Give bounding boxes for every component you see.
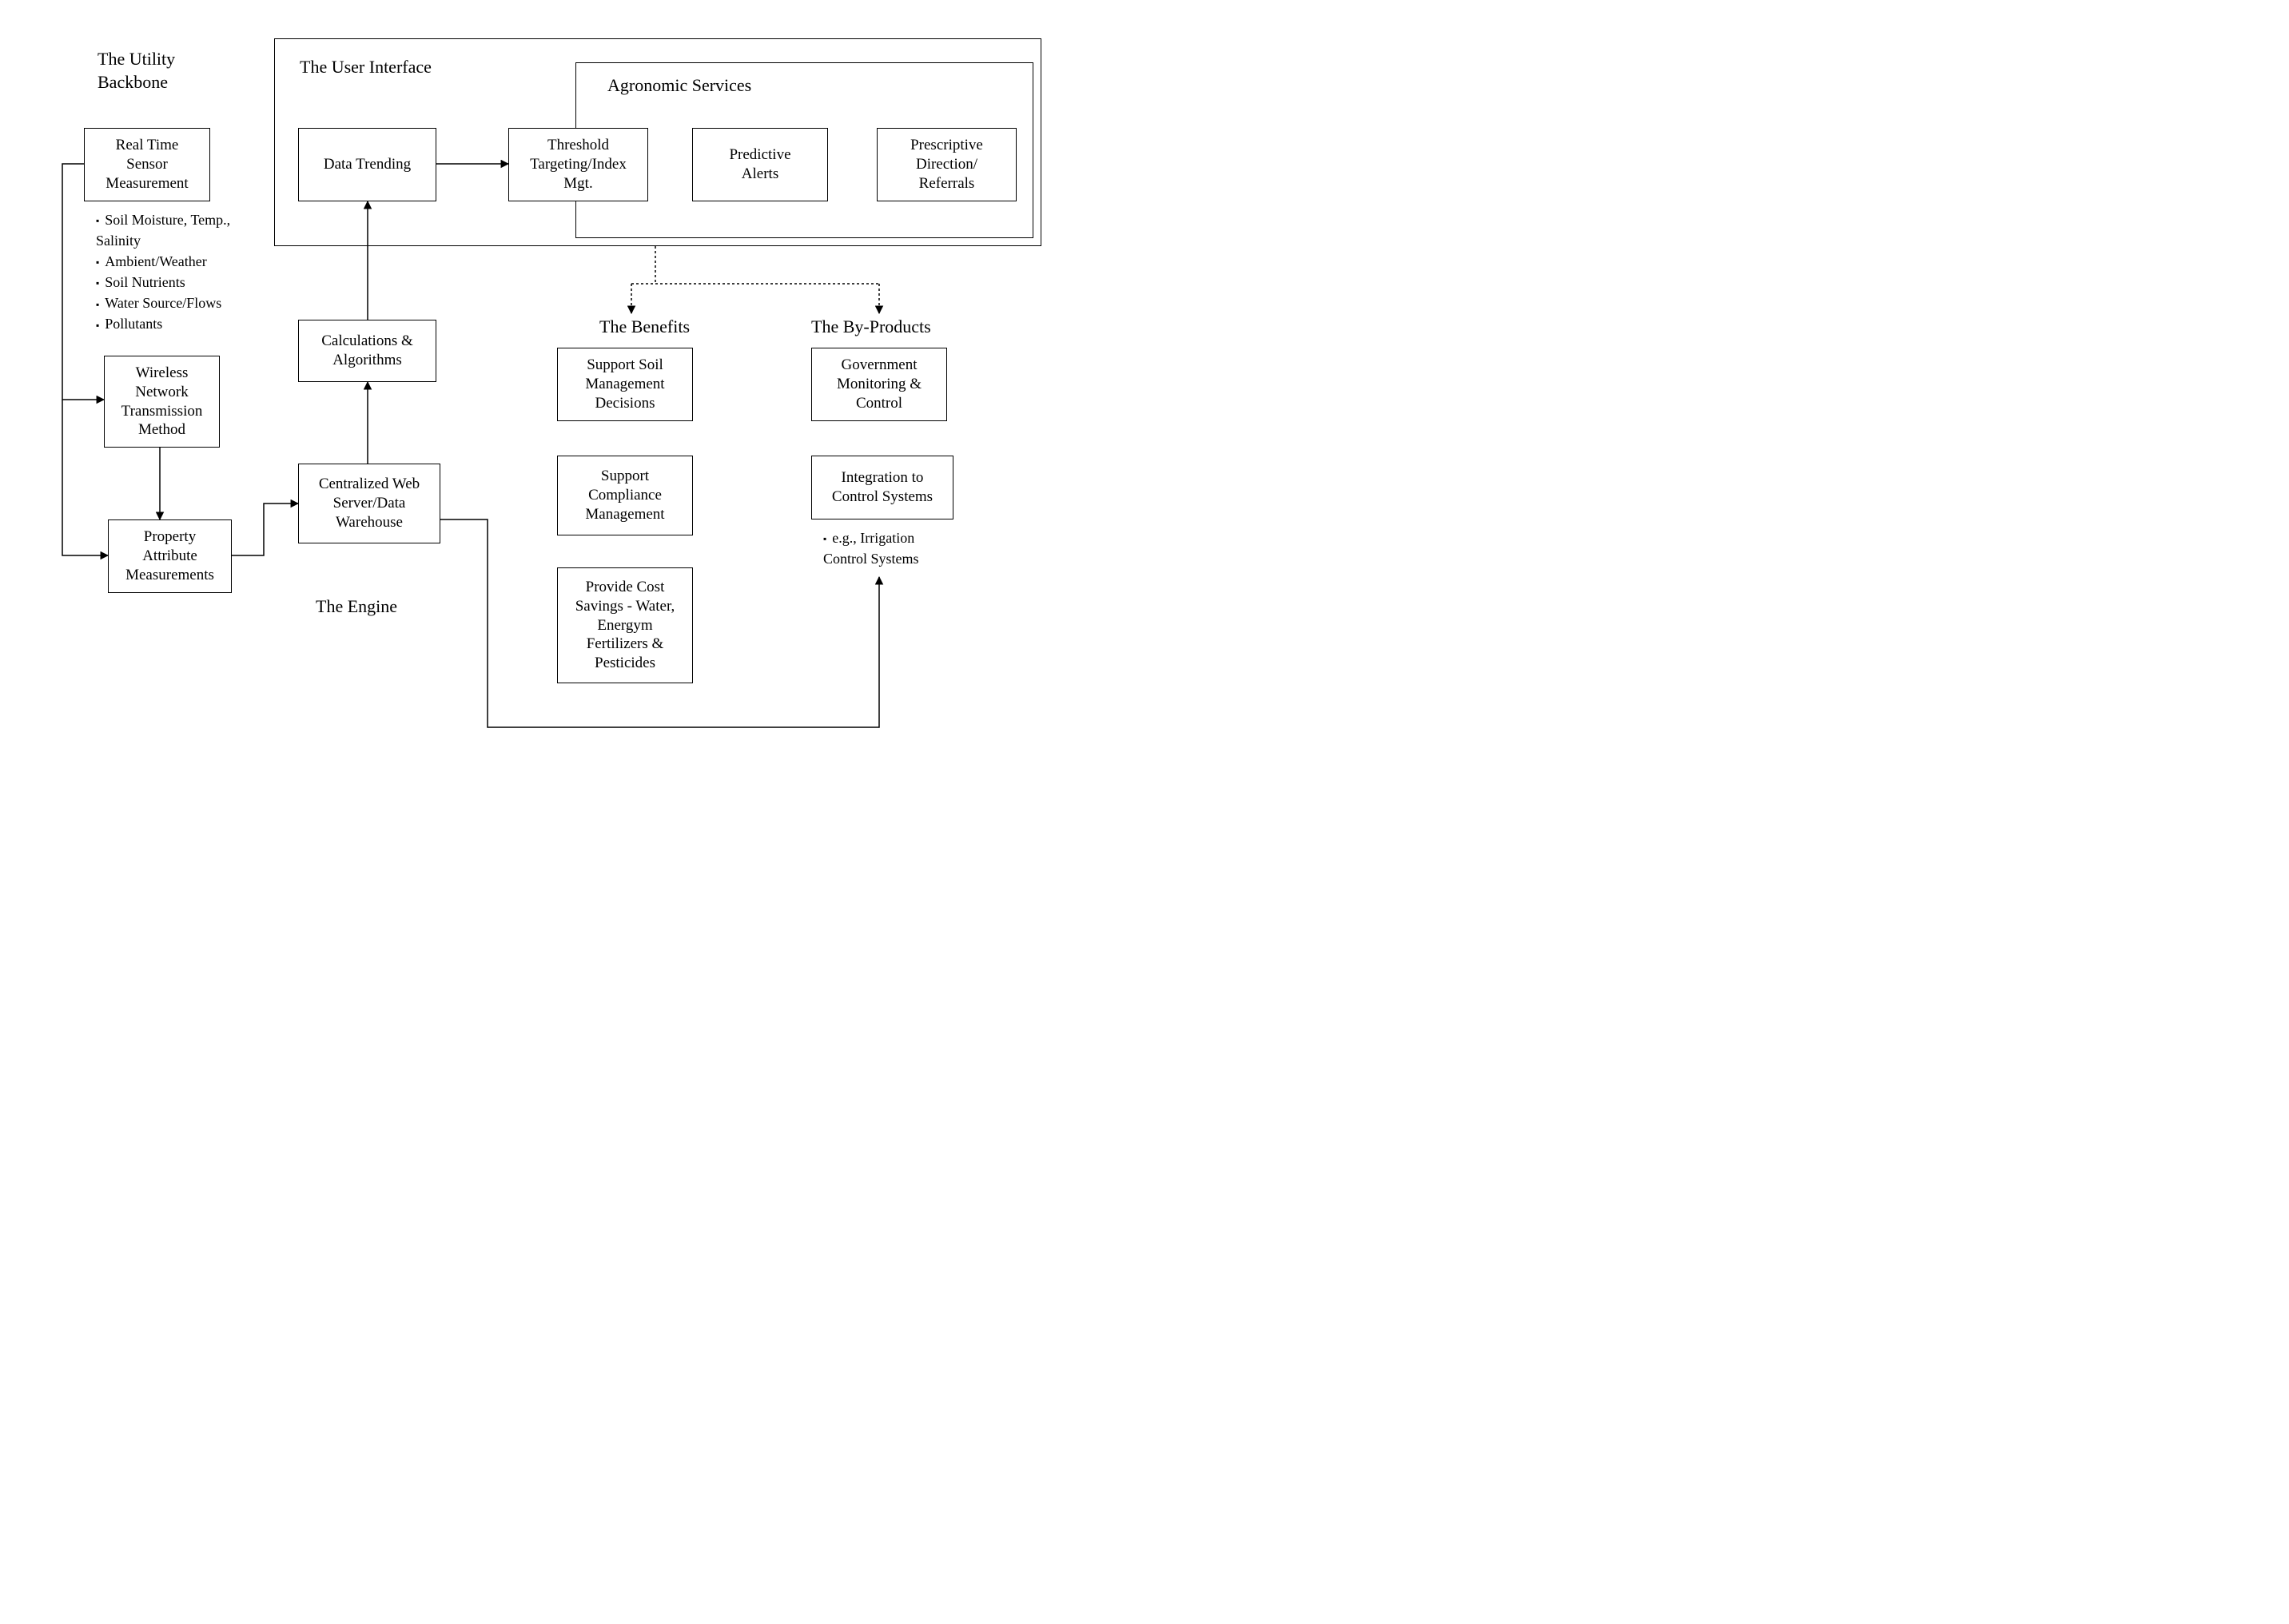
user-interface-heading: The User Interface — [300, 56, 432, 79]
wireless-box: Wireless Network Transmission Method — [104, 356, 220, 448]
threshold-box: Threshold Targeting/Index Mgt. — [508, 128, 648, 201]
benefit2-box: Support Compliance Management — [557, 456, 693, 535]
byproducts-heading: The By-Products — [811, 316, 931, 339]
list-item: Pollutants — [96, 313, 256, 334]
list-item: Soil Moisture, Temp., Salinity — [96, 209, 256, 251]
referrals-box: Prescriptive Direction/ Referrals — [877, 128, 1017, 201]
list-item: e.g., Irrigation Control Systems — [823, 527, 983, 569]
engine-heading: The Engine — [316, 595, 397, 619]
benefit1-box: Support Soil Management Decisions — [557, 348, 693, 421]
agronomic-heading: Agronomic Services — [607, 74, 751, 98]
calc-box: Calculations & Algorithms — [298, 320, 436, 382]
sensor-bullet-list: Soil Moisture, Temp., Salinity Ambient/W… — [96, 209, 256, 335]
property-box: Property Attribute Measurements — [108, 519, 232, 593]
sensor-box: Real Time Sensor Measurement — [84, 128, 210, 201]
benefit3-box: Provide Cost Savings - Water, Energym Fe… — [557, 567, 693, 683]
byprod-bullet-list: e.g., Irrigation Control Systems — [823, 527, 983, 569]
alerts-box: Predictive Alerts — [692, 128, 828, 201]
server-box: Centralized Web Server/Data Warehouse — [298, 464, 440, 543]
byprod2-box: Integration to Control Systems — [811, 456, 953, 519]
list-item: Ambient/Weather — [96, 251, 256, 272]
list-item: Soil Nutrients — [96, 272, 256, 293]
benefits-heading: The Benefits — [599, 316, 690, 339]
list-item: Water Source/Flows — [96, 293, 256, 313]
utility-backbone-heading: The Utility Backbone — [98, 48, 175, 94]
byprod1-box: Government Monitoring & Control — [811, 348, 947, 421]
trending-box: Data Trending — [298, 128, 436, 201]
